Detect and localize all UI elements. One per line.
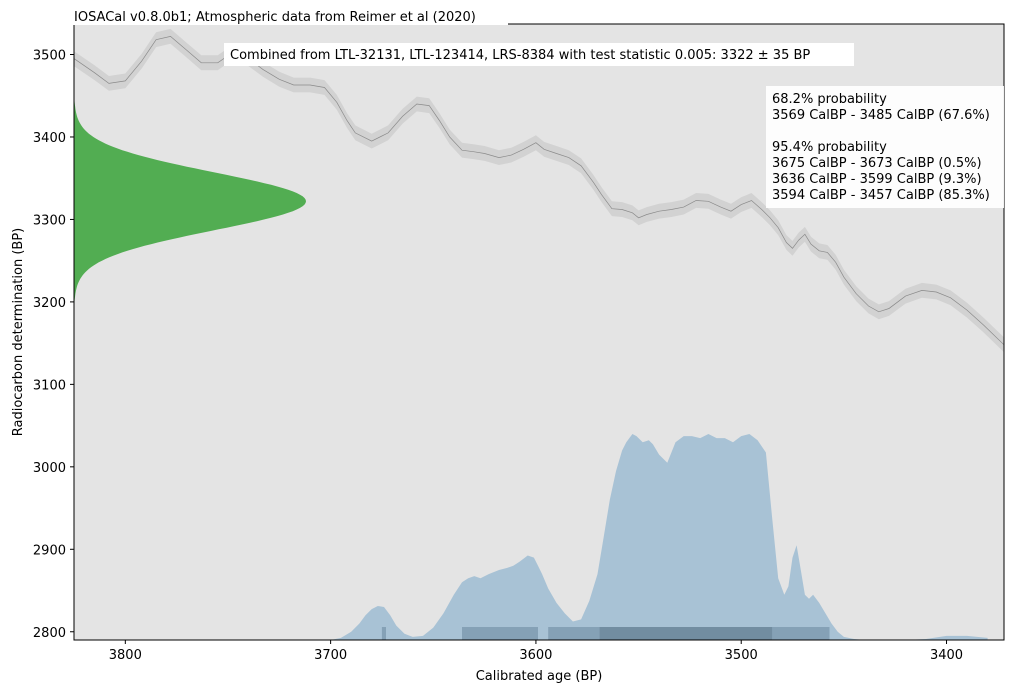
calibration-curve: [74, 28, 1004, 353]
x-tick-label: 3500: [725, 648, 758, 663]
hpd-95-bar: [462, 627, 538, 640]
y-tick-label: 3300: [33, 213, 66, 228]
x-tick-label: 3700: [314, 648, 347, 663]
radiocarbon-gaussian: [74, 85, 306, 317]
range-line: 3636 CalBP - 3599 CalBP (9.3%): [772, 172, 982, 187]
y-tick-label: 3200: [33, 296, 66, 311]
y-tick-label: 3100: [33, 378, 66, 393]
x-tick-label: 3800: [109, 648, 142, 663]
x-axis-ticks: 3800 3700 3600 3500 3400: [109, 640, 963, 663]
radiocarbon-date-distribution: [74, 85, 306, 317]
y-axis-label: Radiocarbon determination (BP): [11, 228, 26, 436]
combined-annotation: Combined from LTL-32131, LTL-123414, LRS…: [230, 48, 810, 63]
calibrated-distribution: [289, 434, 988, 640]
plot-frame: [73, 23, 1005, 641]
calibration-curve-line: [74, 36, 1004, 346]
chart-title: IOSACal v0.8.0b1; Atmospheric data from …: [74, 10, 476, 25]
y-tick-label: 3500: [33, 49, 66, 64]
calibrated-probability-area: [289, 434, 988, 640]
probability-ranges-text: 68.2% probability 3569 CalBP - 3485 CalB…: [772, 92, 990, 203]
probability-ranges-box: [766, 86, 1004, 208]
y-axis-ticks: 2800 2900 3000 3100 3200 3300 3400 3500: [33, 49, 74, 641]
y-tick-label: 2800: [33, 626, 66, 641]
y-tick-label: 2900: [33, 543, 66, 558]
range-line: 3675 CalBP - 3673 CalBP (0.5%): [772, 156, 982, 171]
hpd-interval-bars: [381, 627, 830, 640]
x-tick-label: 3600: [519, 648, 552, 663]
combined-annotation-box: [224, 43, 854, 66]
hpd-68-bar: [599, 627, 773, 640]
range-line: 68.2% probability: [772, 92, 887, 107]
x-tick-label: 3400: [930, 648, 963, 663]
hpd-95-bar: [381, 627, 386, 640]
range-line: 3594 CalBP - 3457 CalBP (85.3%): [772, 188, 990, 203]
range-line: 3569 CalBP - 3485 CalBP (67.6%): [772, 108, 990, 123]
x-axis-label: Calibrated age (BP): [476, 669, 603, 684]
range-line: 95.4% probability: [772, 140, 887, 155]
chart-title-box: [72, 8, 508, 25]
y-tick-label: 3400: [33, 131, 66, 146]
y-tick-label: 3000: [33, 461, 66, 476]
